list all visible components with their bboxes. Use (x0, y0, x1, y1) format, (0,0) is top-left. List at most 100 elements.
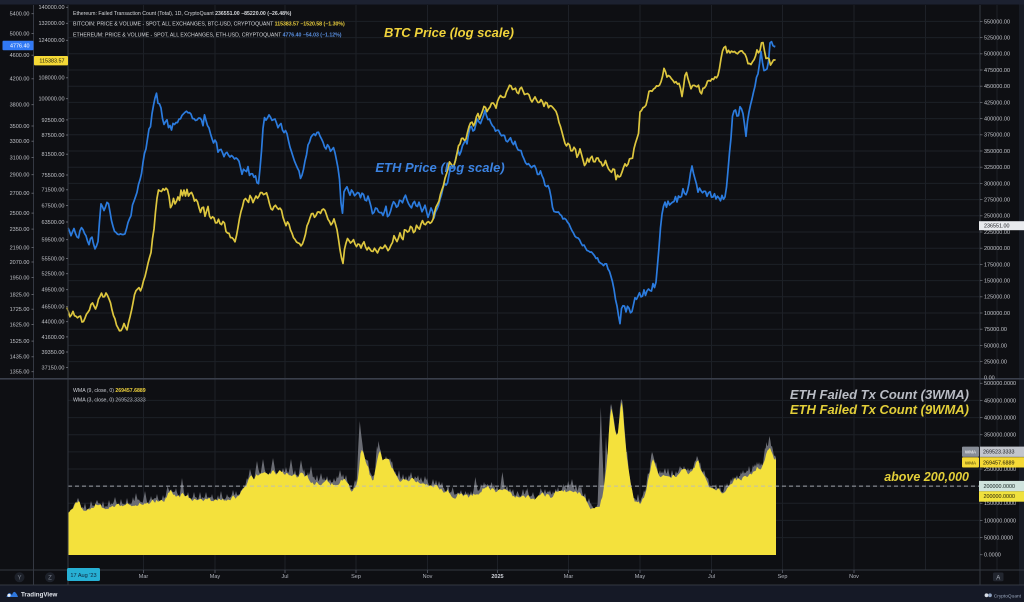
svg-text:125000.00: 125000.00 (984, 295, 1010, 301)
svg-text:1525.00: 1525.00 (10, 339, 30, 345)
svg-text:17 Aug '23: 17 Aug '23 (70, 573, 96, 579)
svg-text:25000.00: 25000.00 (984, 360, 1007, 366)
svg-text:ETH Failed Tx Count (3WMA): ETH Failed Tx Count (3WMA) (790, 387, 969, 402)
svg-text:132000.00: 132000.00 (39, 21, 65, 27)
svg-text:May: May (635, 574, 646, 580)
svg-text:67500.00: 67500.00 (42, 203, 65, 209)
svg-text:200000.00: 200000.00 (984, 246, 1010, 252)
svg-text:2190.00: 2190.00 (10, 245, 30, 251)
svg-text:May: May (210, 574, 221, 580)
svg-text:41600.00: 41600.00 (42, 335, 65, 341)
svg-text:2350.00: 2350.00 (10, 227, 30, 233)
svg-text:Mar: Mar (139, 574, 149, 580)
svg-text:0.0000: 0.0000 (984, 553, 1001, 559)
svg-text:52500.00: 52500.00 (42, 272, 65, 278)
svg-text:2070.00: 2070.00 (10, 260, 30, 266)
svg-text:1825.00: 1825.00 (10, 292, 30, 298)
svg-text:375000.00: 375000.00 (984, 133, 1010, 139)
svg-text:CryptoQuant: CryptoQuant (994, 593, 1022, 599)
svg-text:3100.00: 3100.00 (10, 155, 30, 161)
svg-text:71500.00: 71500.00 (42, 188, 65, 194)
svg-text:4600.00: 4600.00 (10, 53, 30, 59)
svg-text:50000.00: 50000.00 (984, 343, 1007, 349)
svg-text:ETH Price (log scale): ETH Price (log scale) (375, 160, 504, 175)
svg-text:Y: Y (17, 576, 21, 582)
svg-text:150000.0000: 150000.0000 (984, 501, 1016, 507)
svg-text:1355.00: 1355.00 (10, 370, 30, 376)
svg-text:TradingView: TradingView (21, 591, 58, 598)
svg-text:2700.00: 2700.00 (10, 191, 30, 197)
svg-text:475000.00: 475000.00 (984, 68, 1010, 74)
svg-text:37150.00: 37150.00 (42, 366, 65, 372)
svg-text:450000.00: 450000.00 (984, 84, 1010, 90)
svg-text:above 200,000: above 200,000 (884, 470, 969, 484)
svg-text:225000.00: 225000.00 (984, 230, 1010, 236)
svg-text:425000.00: 425000.00 (984, 100, 1010, 106)
svg-text:Nov: Nov (849, 574, 859, 580)
svg-text:0.00: 0.00 (984, 376, 995, 382)
svg-text:3300.00: 3300.00 (10, 139, 30, 145)
svg-text:3800.00: 3800.00 (10, 103, 30, 109)
svg-text:WMA (3, close, 0) 269523.3333: WMA (3, close, 0) 269523.3333 (73, 398, 146, 404)
svg-text:550000.00: 550000.00 (984, 19, 1010, 25)
svg-text:44000.00: 44000.00 (42, 320, 65, 326)
svg-text:87500.00: 87500.00 (42, 133, 65, 139)
svg-text:ETH Failed Tx Count (9WMA): ETH Failed Tx Count (9WMA) (790, 402, 969, 417)
svg-text:115383.57: 115383.57 (39, 58, 64, 64)
svg-text:BITCOIN: PRICE & VOLUME - SPOT: BITCOIN: PRICE & VOLUME - SPOT, ALL EXCH… (73, 22, 345, 28)
svg-text:ETHEREUM: PRICE & VOLUME - SPO: ETHEREUM: PRICE & VOLUME - SPOT, ALL EXC… (73, 32, 342, 38)
svg-text:275000.00: 275000.00 (984, 198, 1010, 204)
svg-text:1625.00: 1625.00 (10, 323, 30, 329)
svg-text:525000.00: 525000.00 (984, 36, 1010, 42)
svg-text:350000.00: 350000.00 (984, 149, 1010, 155)
svg-text:250000.00: 250000.00 (984, 214, 1010, 220)
svg-text:108000.00: 108000.00 (39, 76, 65, 82)
svg-text:269457.6889: 269457.6889 (983, 460, 1014, 466)
svg-text:WMA: WMA (965, 450, 977, 455)
svg-text:Ethereum: Failed Transaction C: Ethereum: Failed Transaction Count (Tota… (73, 11, 292, 17)
svg-text:269523.3333: 269523.3333 (983, 450, 1014, 456)
svg-text:50000.0000: 50000.0000 (984, 535, 1013, 541)
svg-text:350000.0000: 350000.0000 (984, 433, 1016, 439)
svg-text:39350.00: 39350.00 (42, 350, 65, 356)
svg-text:WMA (9, close, 0) 269457.6889: WMA (9, close, 0) 269457.6889 (73, 388, 146, 394)
svg-text:81500.00: 81500.00 (42, 152, 65, 158)
svg-text:92500.00: 92500.00 (42, 118, 65, 124)
svg-text:3500.00: 3500.00 (10, 124, 30, 130)
svg-text:55500.00: 55500.00 (42, 257, 65, 263)
svg-text:200000.0000: 200000.0000 (984, 484, 1015, 490)
svg-text:49500.00: 49500.00 (42, 288, 65, 294)
svg-text:140000.00: 140000.00 (39, 5, 65, 11)
svg-text:500000.00: 500000.00 (984, 52, 1010, 58)
svg-text:1435.00: 1435.00 (10, 355, 30, 361)
svg-text:175000.00: 175000.00 (984, 262, 1010, 268)
svg-text:1950.00: 1950.00 (10, 275, 30, 281)
svg-text:Sep: Sep (778, 574, 788, 580)
svg-text:250000.0000: 250000.0000 (984, 467, 1016, 473)
svg-text:63500.00: 63500.00 (42, 220, 65, 226)
svg-text:59500.00: 59500.00 (42, 238, 65, 244)
svg-text:100000.0000: 100000.0000 (984, 518, 1016, 524)
svg-text:2025: 2025 (491, 574, 503, 580)
svg-text:300000.00: 300000.00 (984, 181, 1010, 187)
svg-text:150000.00: 150000.00 (984, 279, 1010, 285)
svg-text:450000.0000: 450000.0000 (984, 398, 1016, 404)
svg-text:Z: Z (48, 576, 52, 582)
svg-text:236551.00: 236551.00 (984, 223, 1009, 229)
svg-text:A: A (996, 576, 1000, 582)
svg-text:5000.00: 5000.00 (10, 32, 30, 38)
svg-text:75000.00: 75000.00 (984, 327, 1007, 333)
svg-text:2500.00: 2500.00 (10, 211, 30, 217)
svg-text:Mar: Mar (564, 574, 574, 580)
svg-text:1725.00: 1725.00 (10, 307, 30, 313)
svg-text:Jul: Jul (281, 574, 288, 580)
svg-text:WMA: WMA (965, 460, 977, 465)
svg-text:500000.0000: 500000.0000 (984, 381, 1016, 387)
svg-text:124000.00: 124000.00 (39, 38, 65, 44)
svg-text:46500.00: 46500.00 (42, 305, 65, 311)
svg-text:400000.00: 400000.00 (984, 117, 1010, 123)
svg-text:400000.0000: 400000.0000 (984, 415, 1016, 421)
svg-text:75500.00: 75500.00 (42, 173, 65, 179)
svg-text:2900.00: 2900.00 (10, 173, 30, 179)
svg-text:325000.00: 325000.00 (984, 165, 1010, 171)
